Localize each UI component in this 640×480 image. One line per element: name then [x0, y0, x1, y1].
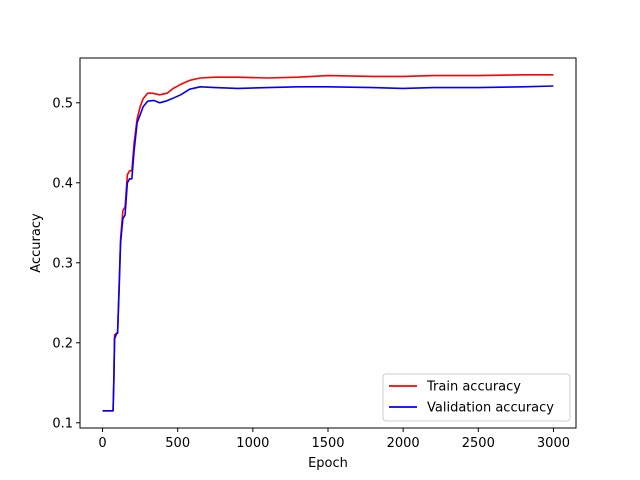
legend: Train accuracy Validation accuracy [382, 373, 571, 422]
x-axis: 0 500 1000 1500 2000 2500 3000 [98, 428, 570, 451]
x-tick-label: 0 [98, 436, 106, 451]
x-tick-label: 1500 [311, 436, 344, 451]
legend-entry: Validation accuracy [427, 401, 554, 416]
series-line-validation [102, 85, 554, 412]
legend-entry: Train accuracy [426, 380, 521, 395]
y-tick-label: 0.3 [52, 256, 73, 271]
x-axis-label: Epoch [308, 456, 348, 471]
y-tick-label: 0.1 [52, 416, 73, 431]
y-tick-label: 0.5 [52, 96, 73, 111]
series-layer [102, 74, 554, 412]
x-tick-label: 2000 [387, 436, 420, 451]
legend-box [382, 373, 571, 422]
y-axis-label: Accuracy [29, 213, 44, 273]
x-tick-label: 1000 [236, 436, 269, 451]
y-axis: 0.1 0.2 0.3 0.4 0.5 [52, 96, 80, 431]
x-tick-label: 3000 [537, 436, 570, 451]
x-tick-label: 500 [165, 436, 190, 451]
x-tick-label: 2500 [462, 436, 495, 451]
y-tick-label: 0.4 [52, 176, 73, 191]
y-tick-label: 0.2 [52, 336, 73, 351]
